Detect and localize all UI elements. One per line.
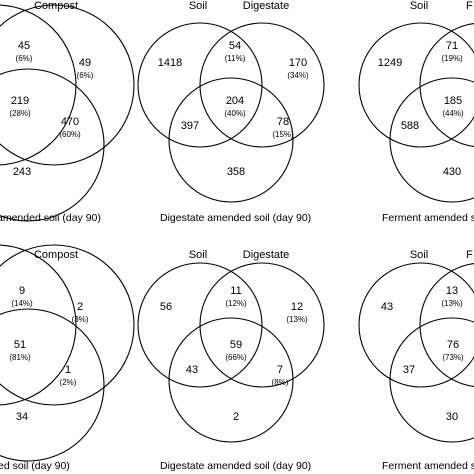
set-label-right: F — [466, 249, 473, 261]
panel-caption: Digestate amended soil (day 90) — [160, 460, 311, 472]
region-count-right-overlap: 78 — [277, 116, 289, 128]
region-count-left-overlap: 37 — [403, 364, 415, 376]
region-count-top-overlap: 11 — [230, 285, 241, 297]
set-label-right: Compost — [34, 0, 78, 12]
region-pct-top-overlap: (12%) — [225, 299, 247, 308]
panel-caption: amended soil (day 90) — [0, 212, 101, 224]
region-count-center: 185 — [444, 95, 462, 107]
set-label-left: Soil — [410, 249, 428, 261]
circle-soil — [137, 262, 263, 388]
region-count-bottom: 358 — [227, 166, 245, 178]
region-count-top-right: 170 — [289, 57, 307, 69]
region-pct-right-overlap: (2%) — [60, 378, 77, 387]
region-pct-top-overlap: (14%) — [11, 299, 33, 308]
region-pct-center: (40%) — [224, 109, 246, 118]
region-count-top-overlap: 9 — [19, 285, 25, 297]
panel-caption: ed soil (day 90) — [0, 460, 70, 472]
circle-digestate — [199, 262, 325, 388]
region-pct-top-right: (3%) — [72, 315, 89, 324]
region-count-center: 59 — [230, 339, 242, 351]
circle-soil — [0, 4, 77, 166]
region-count-center: 76 — [447, 339, 459, 351]
panel-caption: Digestate amended soil (day 90) — [160, 212, 311, 224]
region-count-bottom: 34 — [16, 411, 28, 423]
set-label-right: Digestate — [243, 0, 289, 12]
region-pct-top-right: (6%) — [77, 71, 94, 80]
circle-amended-soil — [389, 77, 474, 203]
region-count-bottom: 30 — [446, 411, 458, 423]
region-count-bottom: 2 — [233, 411, 239, 423]
region-count-right-overlap: 1 — [65, 364, 71, 376]
circle-amended-soil — [0, 308, 105, 462]
region-count-center: 51 — [14, 339, 26, 351]
set-label-right: Digestate — [243, 249, 289, 261]
region-count-top-overlap: 13 — [446, 285, 458, 297]
circle-soil — [0, 244, 77, 406]
region-count-left-overlap: 588 — [401, 120, 419, 132]
region-pct-right-overlap: (8%) — [272, 378, 289, 387]
region-pct-center: (66%) — [225, 353, 247, 362]
region-count-center: 219 — [11, 95, 29, 107]
circle-amended-soil — [389, 317, 474, 443]
venn-panel-ferment-day90-a: Soil F 1249 71 (19%) 588 185 (44%) 430 F… — [358, 0, 474, 224]
region-pct-top-right: (13%) — [286, 315, 308, 324]
panel-caption: Ferment amended s — [382, 460, 474, 472]
venn-panel-ferment-day90-b: Soil F 43 13 (13%) 37 76 (73%) 30 Fermen… — [358, 249, 474, 472]
region-pct-top-overlap: (6%) — [16, 54, 33, 63]
region-count-bottom: 243 — [13, 166, 31, 178]
region-pct-center: (73%) — [442, 353, 464, 362]
set-label-left: Soil — [189, 249, 207, 261]
circle-compost — [0, 4, 135, 166]
region-count-top-left: 43 — [381, 301, 393, 313]
region-pct-top-overlap: (19%) — [441, 54, 463, 63]
region-pct-center: (28%) — [9, 109, 31, 118]
circle-soil — [358, 22, 474, 148]
region-pct-center: (44%) — [442, 109, 464, 118]
venn-panel-digestate-day90-b: Soil Digestate 56 11 (12%) 12 (13%) 43 5… — [137, 249, 325, 472]
region-count-top-left: 1249 — [378, 57, 402, 69]
region-count-top-left: 56 — [160, 301, 172, 313]
region-count-top-right: 2 — [77, 301, 83, 313]
circle-digestate — [199, 22, 325, 148]
set-label-right: F — [466, 0, 473, 12]
set-label-left: Soil — [189, 0, 207, 12]
region-count-left-overlap: 43 — [186, 364, 198, 376]
circle-ferment — [419, 262, 474, 388]
region-pct-top-right: (34%) — [287, 71, 309, 80]
circle-amended-soil — [0, 68, 105, 222]
region-pct-top-overlap: (11%) — [225, 54, 246, 63]
region-count-bottom: 430 — [443, 166, 461, 178]
venn-panel-compost-day90-b: Compost 9 (14%) 2 (3%) 51 (81%) 1 (2%) 3… — [0, 244, 135, 472]
region-count-left-overlap: 397 — [181, 120, 199, 132]
region-count-top-overlap: 71 — [446, 40, 458, 52]
region-count-center: 204 — [226, 95, 244, 107]
region-pct-center: (81%) — [9, 353, 31, 362]
circle-ferment — [419, 22, 474, 148]
region-count-top-overlap: 54 — [229, 40, 241, 52]
region-pct-right-overlap: (15%) — [272, 130, 294, 139]
circle-soil — [358, 262, 474, 388]
circle-amended-soil — [168, 77, 294, 203]
set-label-left: Soil — [410, 0, 428, 12]
region-pct-top-overlap: (13%) — [441, 299, 463, 308]
region-count-right-overlap: 7 — [277, 364, 283, 376]
region-count-top-overlap: 45 — [18, 40, 30, 52]
venn-panel-compost-day90-a: Compost 45 (6%) 49 (6%) 219 (28%) 470 (6… — [0, 0, 135, 224]
region-count-top-right: 12 — [291, 301, 303, 313]
panel-caption: Ferment amended s — [382, 212, 474, 224]
region-count-top-right: 49 — [79, 57, 91, 69]
circle-soil — [137, 22, 263, 148]
circle-amended-soil — [168, 317, 294, 443]
region-count-right-overlap: 470 — [61, 116, 79, 128]
region-pct-right-overlap: (60%) — [59, 130, 81, 139]
circle-compost — [0, 244, 135, 406]
region-count-top-left: 1418 — [158, 57, 182, 69]
set-label-right: Compost — [34, 249, 78, 261]
venn-panel-digestate-day90-a: Soil Digestate 1418 54 (11%) 170 (34%) 3… — [137, 0, 325, 224]
